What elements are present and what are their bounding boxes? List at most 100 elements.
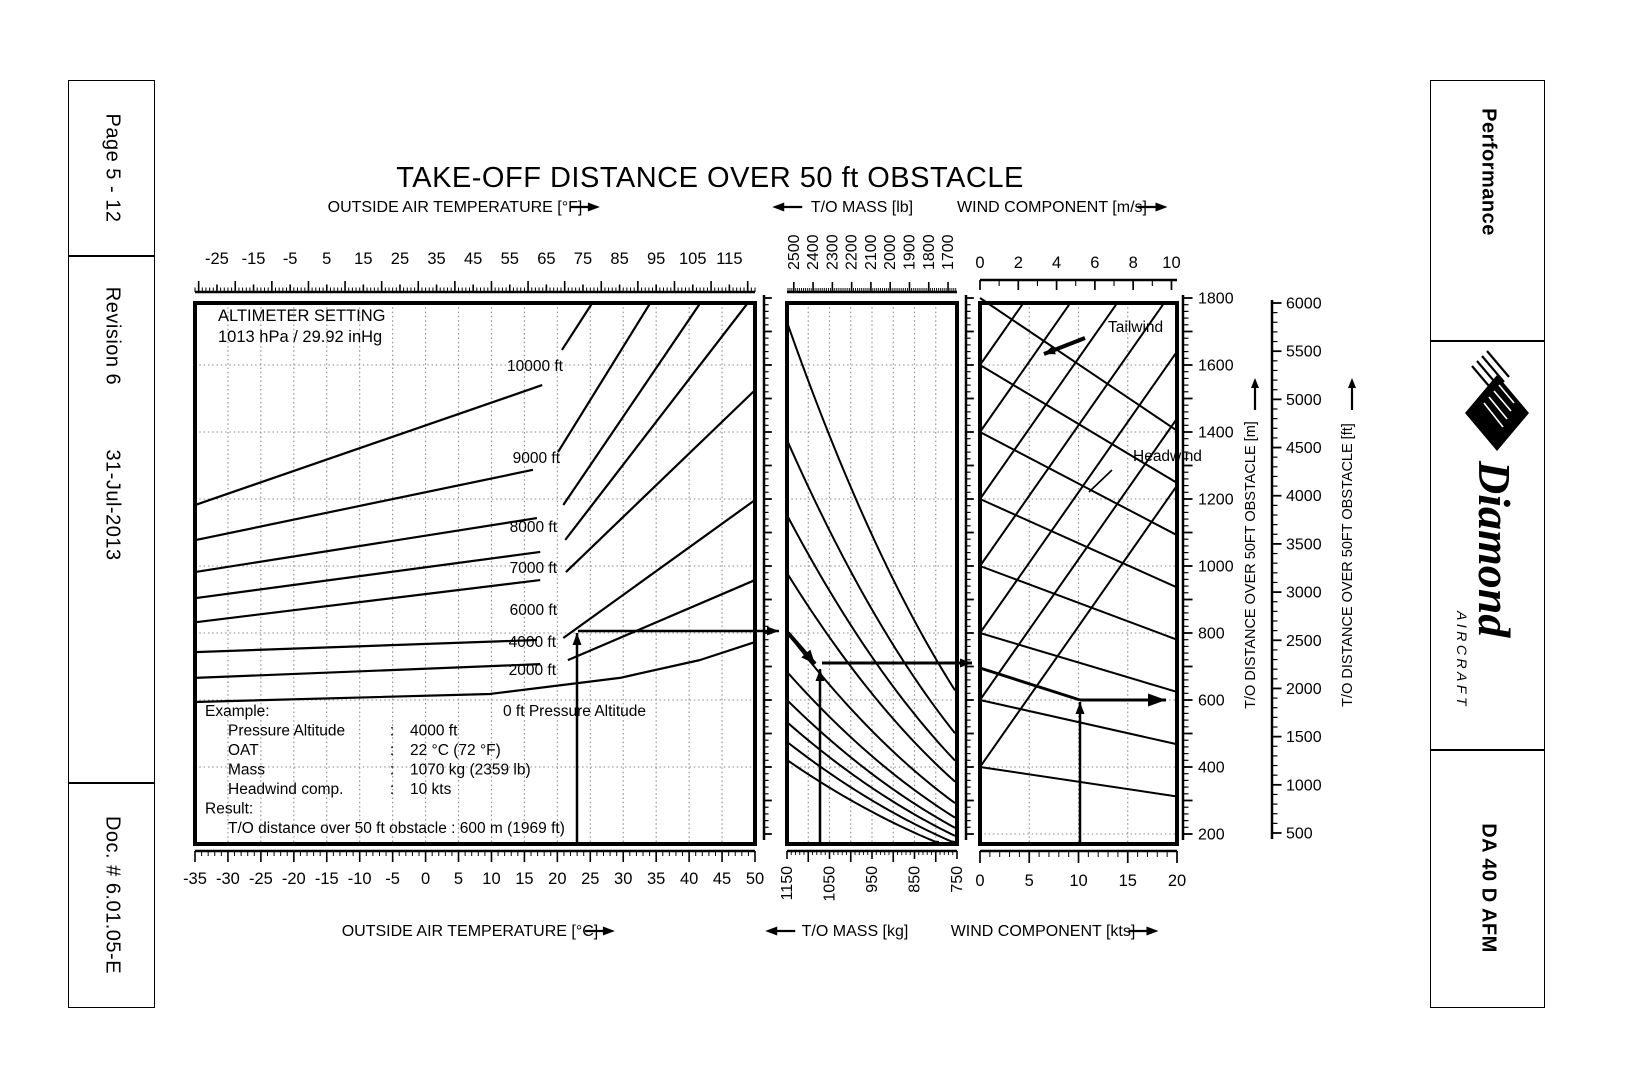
ft-scale-tick-label: 1500 [1286, 729, 1322, 746]
kg-tick-label: 950 [864, 866, 881, 893]
kg-tick-label: 850 [907, 866, 924, 893]
lb-tick-label: 2200 [844, 234, 861, 270]
lb-tick-label: 2300 [824, 234, 841, 270]
f-tick-label: -15 [242, 250, 266, 268]
f-tick-label: -25 [205, 250, 229, 268]
pressure-altitude-curve [557, 302, 652, 453]
ft-scale-tick-label: 500 [1286, 826, 1313, 843]
kg-tick-label: 750 [949, 866, 966, 893]
mass-kg-axis-title: T/O MASS [kg] [802, 923, 909, 940]
example-row-value: 22 °C (72 °F) [410, 742, 501, 759]
svg-text:2000 ft: 2000 ft [509, 662, 557, 679]
wind-kts-axis-title: WIND COMPONENT [kts] [951, 923, 1136, 940]
pressure-altitude-curve [194, 638, 537, 654]
lb-tick-label: 1700 [940, 234, 957, 270]
mass-correction-curve [786, 514, 956, 762]
oat-c-axis-title: OUTSIDE AIR TEMPERATURE [°C] [342, 923, 599, 940]
m-axis-title: T/O DISTANCE OVER 50FT OBSTACLE [m] [1243, 421, 1259, 709]
m-scale-tick-label: 800 [1198, 626, 1225, 643]
m-scale-tick-label: 1600 [1198, 358, 1234, 375]
pressure-altitude-curve [561, 302, 594, 351]
f-tick-label: 45 [464, 250, 482, 268]
mass-correction-curve [786, 759, 940, 843]
example-row-value: 10 kts [410, 781, 452, 798]
mass-correction-curve [786, 631, 956, 804]
pressure-altitude-curve [194, 550, 541, 600]
headwind-line [979, 565, 1178, 641]
brand-box [1430, 341, 1545, 750]
page-number-box [68, 80, 155, 256]
tailwind-line [979, 418, 1178, 701]
m-scale-tick-label: 1000 [1198, 559, 1234, 576]
pressure-altitude-curve [194, 517, 538, 574]
headwind-line [979, 632, 1178, 693]
c-tick-label: -25 [249, 870, 273, 888]
lb-tick-label: 1900 [901, 234, 918, 270]
ms-tick-label: 8 [1129, 254, 1138, 272]
c-tick-label: 30 [614, 870, 632, 888]
doc-number-box [68, 783, 155, 1008]
altimeter-note-line2: 1013 hPa / 29.92 inHg [218, 328, 382, 346]
headwind-line [979, 498, 1178, 589]
mass-correction-curve [786, 439, 956, 734]
svg-text::: : [390, 781, 394, 798]
c-tick-label: -35 [183, 870, 207, 888]
example-result-line: T/O distance over 50 ft obstacle : 600 m… [228, 820, 565, 837]
tailwind-label: Tailwind [1108, 319, 1163, 336]
ft-scale-tick-label: 2500 [1286, 633, 1322, 650]
mass-correction-curve [786, 572, 956, 783]
c-tick-label: -5 [385, 870, 400, 888]
f-tick-label: 115 [716, 250, 742, 268]
example-row-label: OAT [228, 742, 259, 759]
tailwind-line [979, 304, 1117, 500]
f-tick-label: 85 [610, 250, 628, 268]
pressure-altitude-curve [565, 389, 756, 573]
c-tick-label: -30 [216, 870, 240, 888]
mass-correction-curve [786, 741, 956, 843]
mass-correction-curve [786, 321, 956, 691]
c-tick-label: 35 [647, 870, 665, 888]
headwind-label: Headwind [1133, 448, 1202, 465]
svg-text:8000 ft: 8000 ft [510, 519, 558, 536]
m-scale-tick-label: 1200 [1198, 492, 1234, 509]
m-scale-tick-label: 1800 [1198, 291, 1234, 308]
svg-text:7000 ft: 7000 ft [510, 560, 558, 577]
c-tick-label: 5 [454, 870, 463, 888]
lb-tick-label: 2100 [863, 234, 880, 270]
svg-text:4000 ft: 4000 ft [509, 634, 557, 651]
kts-tick-label: 0 [975, 872, 984, 890]
ft-scale-tick-label: 3000 [1286, 585, 1322, 602]
kg-tick-label: 1050 [822, 866, 839, 902]
revision-box [68, 256, 155, 783]
c-tick-label: 50 [746, 870, 764, 888]
ft-scale-tick-label: 6000 [1286, 296, 1322, 313]
ms-tick-label: 4 [1052, 254, 1061, 272]
pressure-altitude-curves [194, 302, 756, 704]
ms-tick-label: 2 [1014, 254, 1023, 272]
svg-text::: : [390, 723, 394, 740]
c-tick-label: 15 [515, 870, 533, 888]
mass-lb-axis-title: T/O MASS [lb] [811, 199, 913, 216]
ms-tick-label: 0 [975, 254, 984, 272]
wind-ms-axis-title: WIND COMPONENT [m/s] [957, 199, 1147, 216]
c-tick-label: 0 [421, 870, 430, 888]
example-row-value: 4000 ft [410, 723, 458, 740]
m-scale-tick-label: 600 [1198, 693, 1225, 710]
kts-tick-label: 20 [1168, 872, 1186, 890]
f-tick-label: 55 [501, 250, 519, 268]
c-tick-label: 25 [581, 870, 599, 888]
diamond-aircraft-logo: Diamond AIRCRAFT [1454, 350, 1529, 709]
f-tick-label: 105 [679, 250, 707, 268]
tailwind-line [979, 304, 1070, 433]
f-tick-label: 75 [574, 250, 592, 268]
f-tick-label: 5 [322, 250, 331, 268]
m-scale-tick-label: 1400 [1198, 425, 1234, 442]
pressure-altitude-curve [562, 302, 702, 506]
lb-tick-label: 2000 [882, 234, 899, 270]
m-scale-tick-label: 200 [1198, 827, 1225, 844]
pressure-altitude-curve [194, 640, 756, 704]
tailwind-line [979, 304, 1164, 567]
ft-scale-tick-label: 2000 [1286, 681, 1322, 698]
